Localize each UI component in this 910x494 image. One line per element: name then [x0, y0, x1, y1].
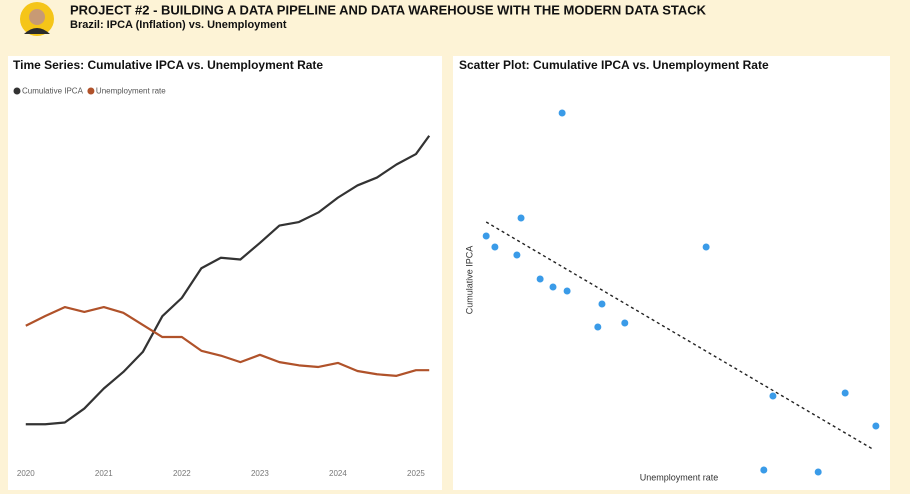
- line: [25, 135, 431, 426]
- x-tick-label: 2020: [17, 469, 35, 478]
- scatter-point: [769, 392, 777, 400]
- avatar-face: [29, 9, 45, 25]
- x-axis-label: Unemployment rate: [640, 472, 719, 482]
- legend-label: Cumulative IPCA: [22, 87, 84, 96]
- scatter-point: [558, 109, 566, 117]
- trend-line: [485, 221, 873, 450]
- page-title: PROJECT #2 - BUILDING A DATA PIPELINE AN…: [70, 2, 707, 17]
- line: [25, 306, 430, 377]
- scatter-point: [598, 300, 606, 308]
- legend-marker: [13, 87, 21, 95]
- scatter-point: [621, 319, 629, 327]
- scatter-point: [872, 422, 880, 430]
- avatar-body: [24, 28, 50, 34]
- scatter-point: [594, 323, 602, 331]
- scatter-point: [549, 283, 557, 291]
- scatter-point: [513, 251, 521, 259]
- chart-title: Scatter Plot: Cumulative IPCA vs. Unempl…: [459, 58, 769, 72]
- x-tick-label: 2024: [329, 469, 347, 478]
- chart-title: Time Series: Cumulative IPCA vs. Unemplo…: [13, 58, 323, 72]
- x-tick-label: 2023: [251, 469, 269, 478]
- scatter-point: [814, 468, 822, 476]
- x-tick-label: 2022: [173, 469, 191, 478]
- scatter-point: [517, 214, 525, 222]
- scatter-point: [491, 243, 499, 251]
- page-subtitle: Brazil: IPCA (Inflation) vs. Unemploymen…: [70, 19, 287, 31]
- scatter-point: [482, 232, 490, 240]
- scatter-point: [702, 243, 710, 251]
- y-axis-label: Cumulative IPCA: [464, 246, 474, 315]
- legend-marker: [87, 87, 95, 95]
- scatter-point: [563, 287, 571, 295]
- scatter-point: [841, 389, 849, 397]
- x-tick-label: 2021: [95, 469, 113, 478]
- panel: [453, 56, 890, 490]
- x-tick-label: 2025: [407, 469, 425, 478]
- scatter-point: [760, 466, 768, 474]
- legend-label: Unemployment rate: [96, 87, 166, 96]
- scatter-point: [536, 275, 544, 283]
- panel: [8, 56, 442, 490]
